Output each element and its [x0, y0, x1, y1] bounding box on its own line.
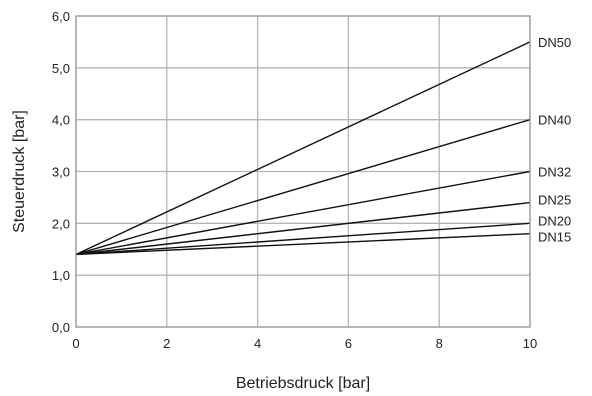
x-tick-label: 2 [163, 336, 170, 351]
series-label-dn25: DN25 [538, 193, 571, 208]
series-labels: DN50 DN40 DN32 DN25 DN20 DN15 [538, 35, 571, 245]
x-tick-label: 8 [436, 336, 443, 351]
series-label-dn32: DN32 [538, 165, 571, 180]
x-tick-labels: 0 2 4 6 8 10 [72, 336, 537, 351]
y-tick-label: 1,0 [52, 268, 70, 283]
y-tick-label: 3,0 [52, 165, 70, 180]
grid [75, 15, 531, 328]
series-line-dn40 [75, 118, 531, 256]
x-tick-label: 4 [254, 336, 261, 351]
series-line-dn15 [75, 233, 531, 256]
series-line-dn32 [75, 170, 531, 256]
x-axis-title: Betriebsdruck [bar] [236, 375, 370, 392]
x-tick-label: 6 [345, 336, 352, 351]
series-label-dn15: DN15 [538, 230, 571, 245]
x-tick-label: 10 [523, 336, 537, 351]
series-lines [75, 41, 531, 256]
y-tick-label: 5,0 [52, 61, 70, 76]
y-tick-label: 0,0 [52, 320, 70, 335]
x-tick-label: 0 [72, 336, 79, 351]
y-tick-label: 4,0 [52, 113, 70, 128]
y-tick-labels: 0,0 1,0 2,0 3,0 4,0 5,0 6,0 [52, 9, 70, 335]
series-line-dn50 [75, 41, 531, 256]
y-tick-label: 6,0 [52, 9, 70, 24]
series-label-dn20: DN20 [538, 213, 571, 228]
plot-frame [75, 15, 531, 328]
y-tick-label: 2,0 [52, 216, 70, 231]
series-label-dn50: DN50 [538, 35, 571, 50]
series-line-dn20 [75, 222, 531, 256]
series-line-dn25 [75, 201, 531, 256]
series-label-dn40: DN40 [538, 113, 571, 128]
y-axis-title: Steuerdruck [bar] [11, 110, 28, 233]
